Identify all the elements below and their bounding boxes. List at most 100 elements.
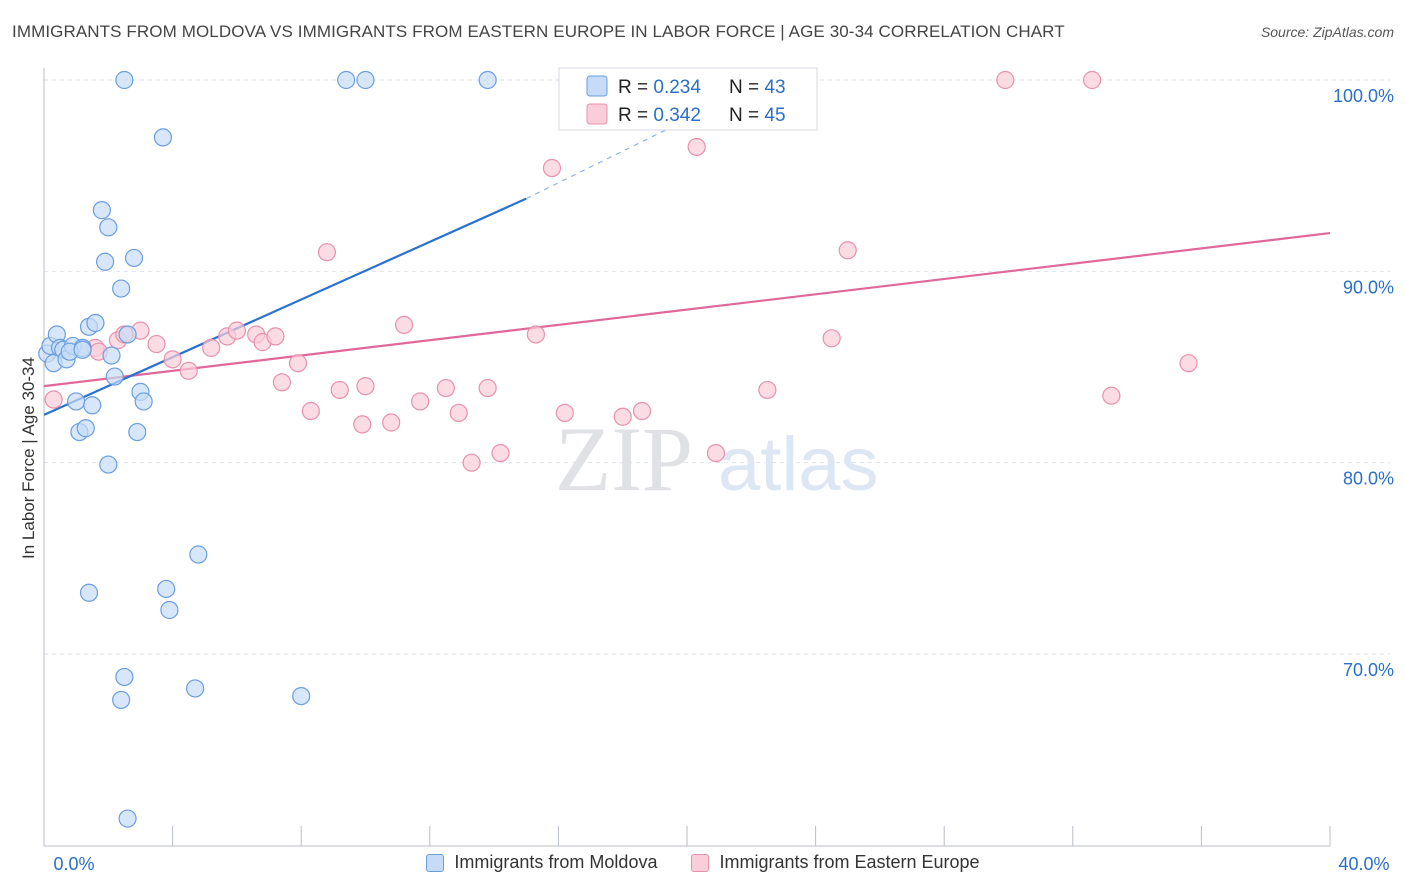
moldova-point — [99, 218, 118, 237]
moldova-point — [118, 325, 137, 344]
eeurope-point — [163, 350, 182, 369]
eeurope-point — [996, 70, 1015, 90]
moldova-point — [478, 70, 497, 90]
moldova-point — [83, 396, 102, 415]
moldova-point — [95, 252, 115, 271]
eeurope-point — [706, 444, 726, 463]
legend-n-value-eeurope: 45 — [764, 105, 785, 126]
legend-swatch-eeurope — [586, 103, 608, 125]
moldova-point — [79, 583, 99, 602]
moldova-point — [92, 201, 111, 220]
eeurope-point — [1102, 386, 1121, 405]
y-tick-label-100: 100.0% — [1333, 86, 1394, 106]
x-tick-label-min: 0.0% — [53, 854, 94, 874]
eeurope-point — [613, 407, 632, 426]
legend-label-eeurope: Immigrants from Eastern Europe — [719, 852, 980, 872]
y-axis-title: In Labor Force | Age 30-34 — [19, 357, 38, 559]
eeurope-point — [179, 361, 198, 380]
legend-swatch-moldova — [586, 75, 608, 97]
eeurope-point — [555, 403, 574, 423]
eeurope-point — [436, 378, 455, 398]
eeurope-point — [202, 338, 221, 357]
eeurope-point — [1179, 354, 1198, 373]
eeurope-point — [542, 158, 562, 178]
eeurope-point — [491, 444, 510, 463]
chart-title: IMMIGRANTS FROM MOLDOVA VS IMMIGRANTS FR… — [12, 22, 1065, 41]
legend-item-moldova[interactable]: Immigrants from Moldova — [426, 852, 657, 873]
eeurope-point — [272, 373, 292, 392]
moldova-point — [160, 600, 179, 620]
legend-n-label-eeurope: N = 45 — [729, 105, 786, 126]
moldova-point — [67, 392, 86, 411]
moldova-point — [76, 419, 95, 438]
eeurope-point — [147, 334, 166, 354]
y-tick-label-80: 80.0% — [1343, 469, 1394, 489]
eeurope-point — [758, 380, 777, 400]
trend-line-moldova — [43, 197, 527, 416]
watermark-atlas: atlas — [718, 422, 879, 507]
moldova-point — [356, 70, 375, 90]
legend-swatch-eeurope-bottom — [691, 853, 710, 872]
moldova-point — [105, 367, 124, 386]
eeurope-point — [266, 327, 285, 346]
correlation-legend: R = 0.234 N = 43 R = 0.342 N = 45 — [558, 67, 818, 131]
eeurope-point — [838, 241, 857, 260]
eeurope-point — [353, 415, 372, 434]
eeurope-point — [301, 401, 320, 421]
eeurope-point — [462, 453, 481, 472]
eeurope-point — [526, 325, 545, 344]
moldova-point — [337, 70, 356, 90]
eeurope-point — [382, 413, 401, 432]
eeurope-point — [478, 378, 497, 398]
y-tick-label-70: 70.0% — [1343, 660, 1394, 680]
eeurope-point — [822, 329, 841, 348]
moldova-point — [112, 279, 131, 298]
eeurope-point — [288, 354, 308, 373]
legend-r-value-eeurope: 0.342 — [653, 105, 701, 126]
eeurope-point — [317, 243, 337, 262]
legend-n-label-moldova: N = 43 — [729, 77, 786, 98]
moldova-point — [153, 128, 173, 147]
eeurope-point — [1082, 70, 1102, 90]
moldova-point — [118, 809, 137, 828]
legend-item-eeurope[interactable]: Immigrants from Eastern Europe — [691, 852, 980, 873]
eeurope-point — [330, 380, 349, 400]
y-tick-labels: 100.0% 90.0% 80.0% 70.0% — [1333, 86, 1394, 680]
moldova-point — [99, 455, 118, 474]
moldova-points — [38, 70, 497, 828]
moldova-point — [86, 313, 105, 333]
eeurope-point — [687, 137, 706, 157]
moldova-point — [73, 340, 92, 359]
eeurope-point — [356, 377, 375, 396]
moldova-point — [128, 422, 147, 442]
moldova-point — [157, 579, 176, 599]
source-credit: Source: ZipAtlas.com — [1260, 24, 1394, 40]
legend-swatch-moldova-bottom — [426, 853, 445, 872]
moldova-point — [102, 346, 121, 365]
legend-r-label-eeurope: R = 0.342 — [618, 105, 701, 126]
moldova-point — [115, 70, 134, 90]
moldova-point — [124, 248, 144, 268]
eeurope-point — [44, 390, 63, 409]
moldova-point — [292, 686, 311, 706]
moldova-point — [186, 679, 205, 698]
trend-line-eeurope — [43, 231, 1331, 388]
eeurope-point — [394, 315, 414, 335]
legend-r-value-moldova: 0.234 — [653, 77, 701, 98]
moldova-point — [115, 667, 134, 687]
moldova-point — [189, 545, 208, 564]
eeurope-point — [449, 403, 468, 423]
legend-r-label-moldova: R = 0.234 — [618, 77, 701, 98]
legend-label-moldova: Immigrants from Moldova — [454, 852, 658, 872]
y-tick-label-90: 90.0% — [1343, 277, 1394, 297]
moldova-point — [112, 690, 131, 710]
x-axis-ticks — [43, 826, 1331, 846]
moldova-point — [134, 392, 153, 411]
eeurope-point — [411, 392, 430, 411]
eeurope-point — [227, 321, 246, 340]
series-legend: Immigrants from Moldova Immigrants from … — [0, 852, 1406, 873]
x-tick-label-max: 40.0% — [1338, 854, 1389, 874]
legend-n-value-moldova: 43 — [764, 77, 785, 98]
eeurope-point — [632, 401, 652, 421]
